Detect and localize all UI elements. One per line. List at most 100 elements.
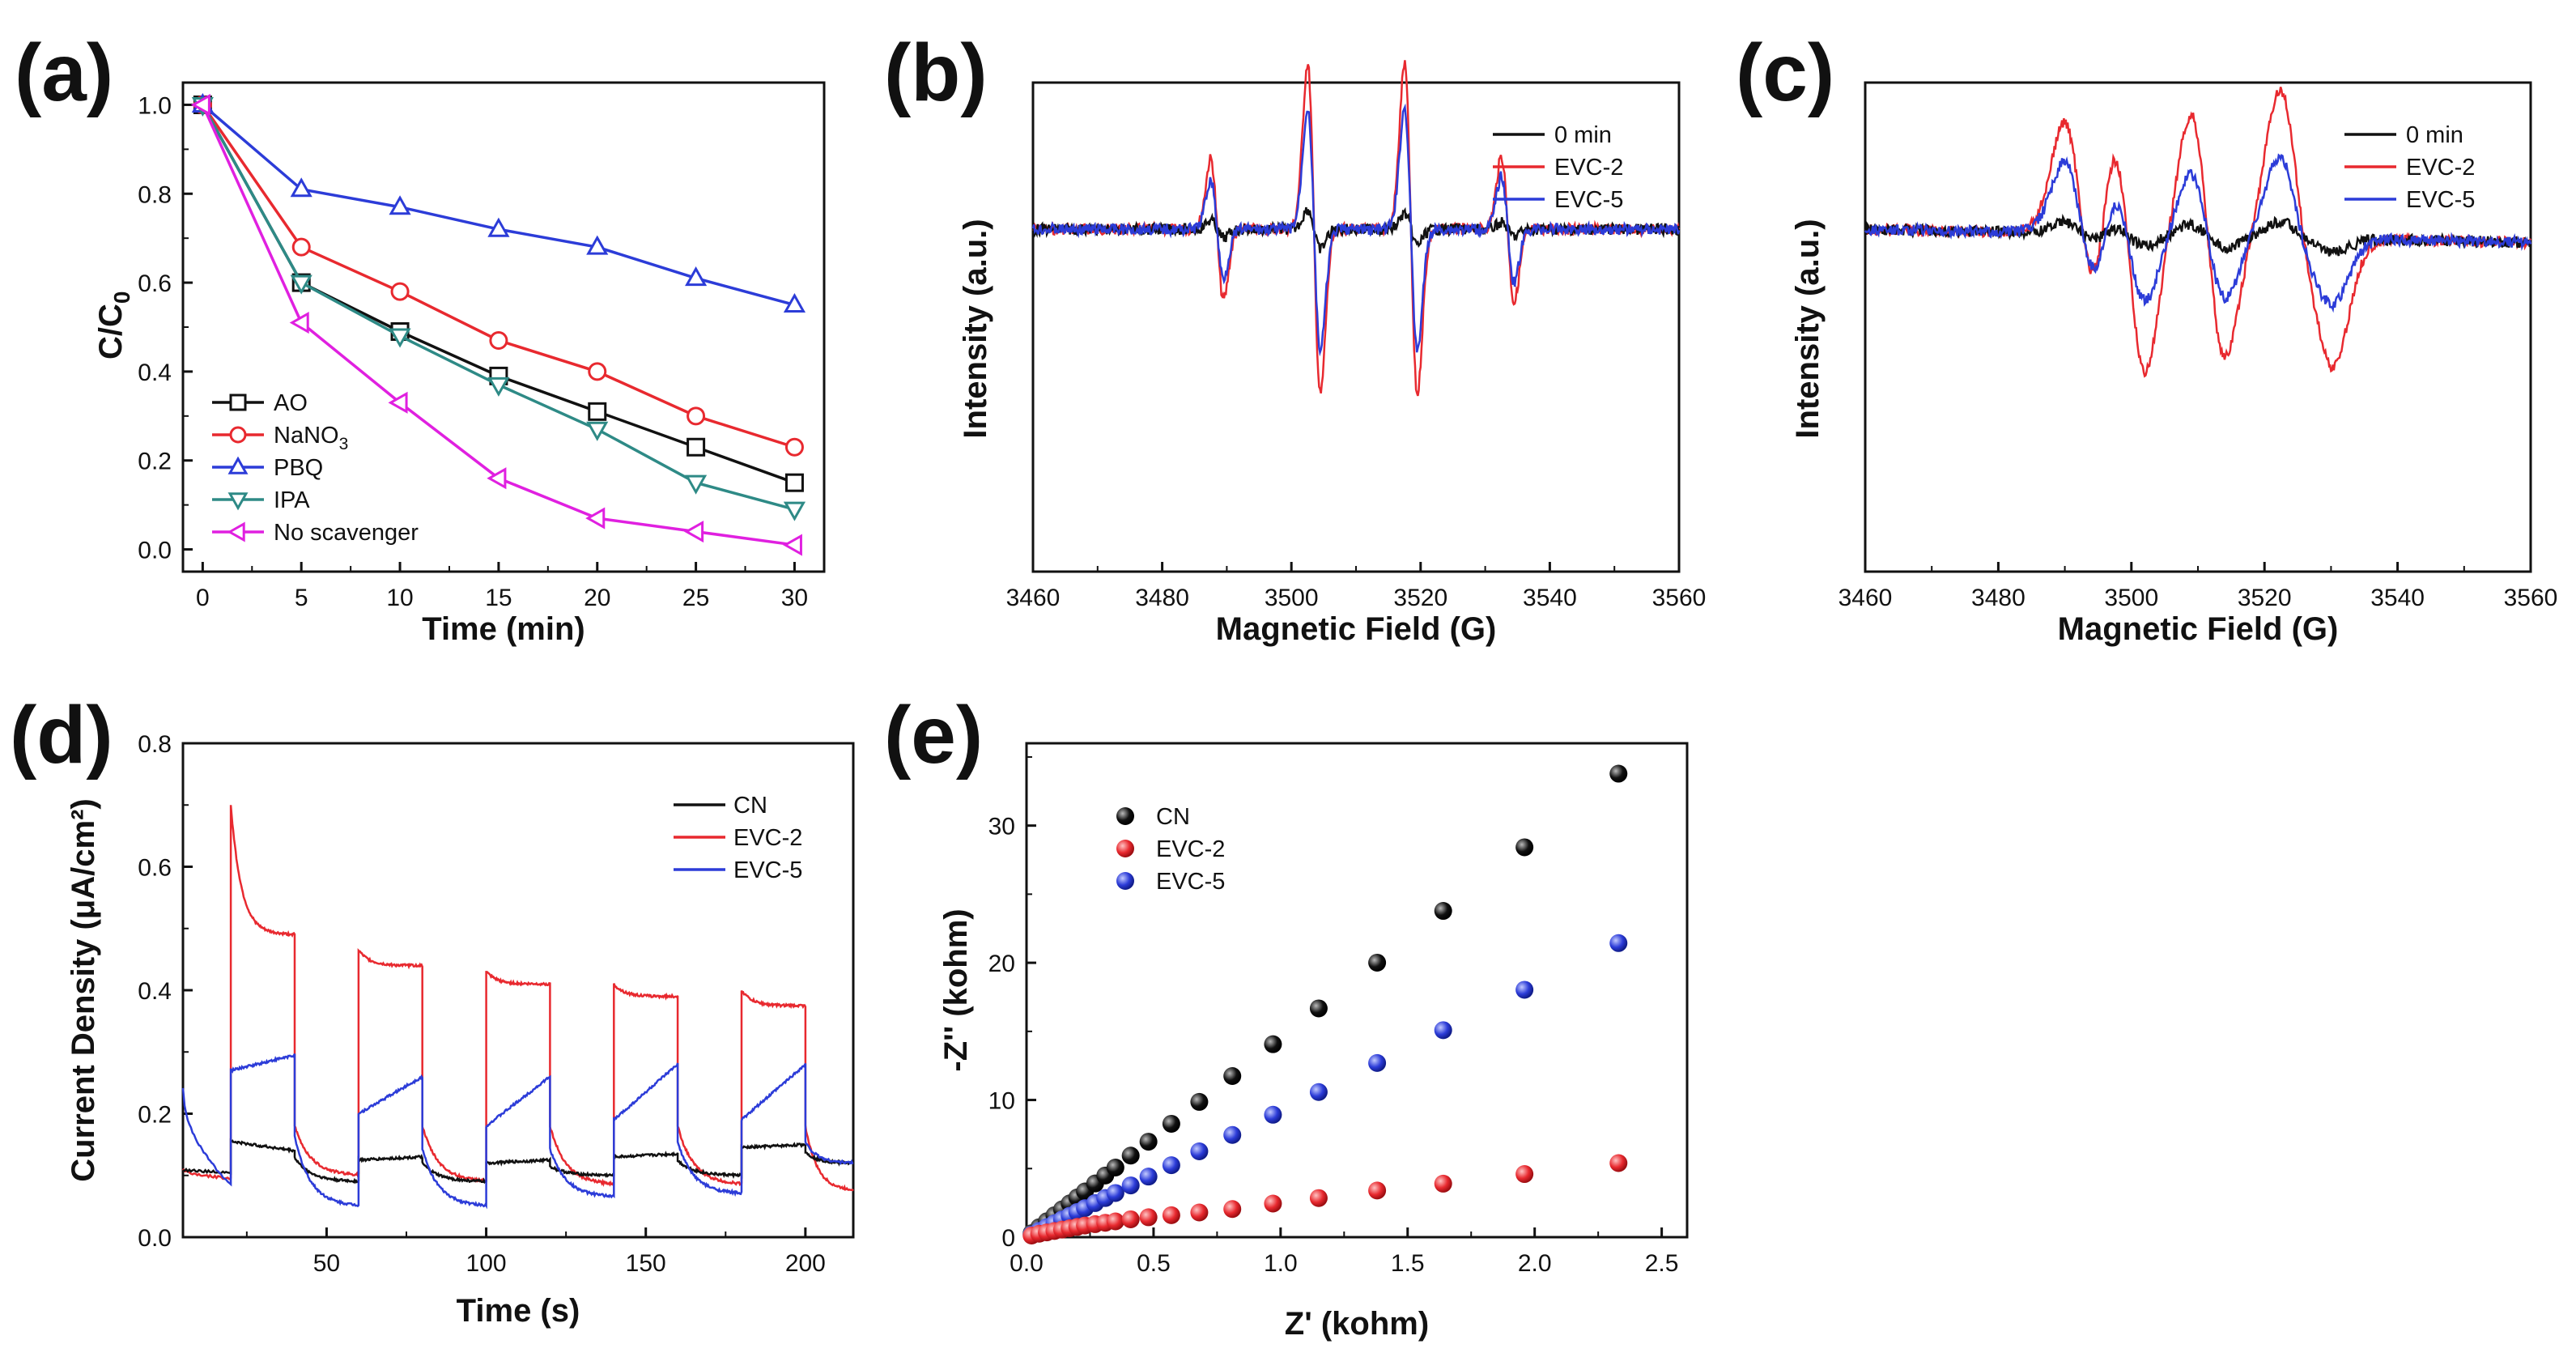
panel-c-label: (c) (1736, 28, 1834, 118)
e-ytick-label: 20 (988, 951, 1015, 977)
d-series-line (181, 805, 854, 1192)
e-point (1121, 1210, 1140, 1228)
e-point (1190, 1092, 1209, 1111)
e-point (1162, 1114, 1180, 1133)
a-point (784, 437, 804, 457)
a-point (389, 328, 411, 348)
a-legend-marker (227, 456, 249, 474)
a-ylabel: C/C0 (93, 291, 134, 359)
e-point (1190, 1203, 1209, 1222)
a-point (489, 330, 508, 350)
a-legend-sub: 3 (339, 435, 349, 453)
e-point (1162, 1156, 1180, 1175)
panel-b-label: (b) (884, 28, 988, 118)
d-ytick-label: 0.6 (138, 855, 172, 882)
e-point (1309, 1189, 1328, 1207)
e-point (1309, 999, 1328, 1018)
e-point (1515, 1165, 1534, 1184)
d-ytick-label: 0.0 (138, 1225, 172, 1252)
a-legend-marker (229, 426, 247, 444)
c-legend-text: EVC-5 (2406, 187, 2475, 213)
d-xlabel: Time (s) (457, 1293, 580, 1329)
a-series-line (202, 104, 795, 307)
d-xtick-label: 150 (626, 1250, 666, 1277)
d-ytick-label: 0.8 (138, 731, 172, 758)
a-point (585, 507, 606, 530)
a-legend-marker (227, 521, 245, 542)
e-ytick-label: 0 (1001, 1225, 1015, 1252)
a-xtick-label: 20 (584, 585, 610, 611)
e-xtick-label: 0.5 (1137, 1250, 1171, 1277)
a-xtick-label: 10 (386, 585, 413, 611)
a-point (782, 534, 802, 556)
a-point (190, 93, 210, 117)
a-xtick-label: 0 (196, 585, 210, 611)
e-point (1139, 1168, 1158, 1186)
e-point (1223, 1125, 1242, 1144)
e-xtick-label: 1.0 (1264, 1250, 1298, 1277)
e-point (1139, 1133, 1158, 1151)
e-point (1368, 1181, 1387, 1200)
a-ytick-label: 1.0 (138, 92, 172, 119)
a-point (487, 217, 510, 237)
c-legend-text: EVC-2 (2406, 155, 2475, 181)
e-point (1106, 1184, 1124, 1202)
c-xlabel: Magnetic Field (G) (2058, 611, 2339, 647)
e-xlabel: Z' (kohm) (1285, 1306, 1429, 1342)
e-ylabel: -Z'' (kohm) (938, 908, 974, 1071)
b-xtick-label: 3560 (1652, 585, 1707, 611)
e-point (1434, 1174, 1452, 1193)
e-xtick-label: 1.5 (1391, 1250, 1425, 1277)
c-xtick-label: 3520 (2238, 585, 2292, 611)
b-xlabel: Magnetic Field (G) (1216, 611, 1497, 647)
e-xtick-label: 2.0 (1518, 1250, 1552, 1277)
e-point (1368, 1053, 1387, 1072)
c-xtick-label: 3500 (2104, 585, 2158, 611)
b-xtick-label: 3460 (1006, 585, 1061, 611)
e-legend-marker (1116, 872, 1134, 890)
e-point (1434, 1021, 1452, 1040)
b-xtick-label: 3540 (1523, 585, 1577, 611)
c-series-line (1864, 213, 2532, 257)
e-point (1223, 1066, 1242, 1085)
e-point (1368, 953, 1387, 972)
panel-e-frame (1025, 742, 1689, 1239)
d-ytick-label: 0.2 (138, 1102, 172, 1129)
e-point (1264, 1105, 1282, 1124)
d-legend-text: CN (733, 793, 767, 819)
d-xtick-label: 50 (313, 1250, 340, 1277)
a-legend-text: No scavenger (274, 520, 419, 546)
a-ytick-label: 0.0 (138, 538, 172, 564)
a-point (289, 311, 309, 334)
a-point (586, 421, 609, 441)
e-point (1162, 1206, 1180, 1224)
a-point (388, 391, 408, 414)
e-xtick-label: 0.0 (1010, 1250, 1044, 1277)
panel-e-label: (e) (884, 690, 983, 781)
b-series-line (1031, 103, 1681, 357)
c-ylabel: Intensity (a.u.) (1790, 219, 1826, 438)
a-legend-text: IPA (274, 487, 310, 513)
d-series-line (181, 1053, 854, 1210)
e-point (1106, 1159, 1124, 1177)
a-point (684, 521, 704, 543)
e-point (1434, 902, 1452, 921)
a-ytick-label: 0.6 (138, 270, 172, 297)
d-legend-text: EVC-5 (733, 857, 802, 883)
e-point (1121, 1146, 1140, 1165)
b-legend-text: EVC-5 (1554, 187, 1623, 213)
a-point (784, 473, 804, 492)
e-ytick-label: 10 (988, 1088, 1015, 1115)
a-ytick-label: 0.8 (138, 181, 172, 208)
a-ytick-label: 0.2 (138, 449, 172, 475)
a-legend-text: PBQ (274, 455, 323, 481)
b-ylabel: Intensity (a.u.) (958, 219, 993, 438)
a-legend-text: NaNO3 (274, 423, 348, 453)
a-legend-marker (227, 492, 249, 511)
e-point (1121, 1176, 1140, 1195)
b-legend-text: EVC-2 (1554, 155, 1623, 181)
a-series-line (201, 104, 795, 511)
a-point (687, 437, 706, 457)
a-point (390, 282, 410, 301)
d-series-line (182, 1138, 854, 1185)
